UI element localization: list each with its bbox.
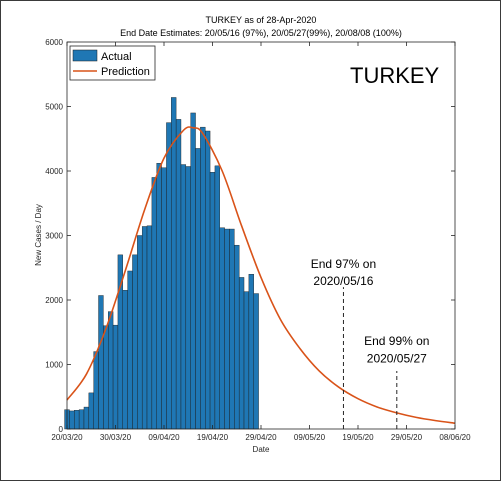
bar: [141, 226, 148, 430]
bar: [214, 165, 220, 430]
chart-subtitle: End Date Estimates: 20/05/16 (97%), 20/0…: [120, 28, 402, 38]
x-axis-label: Date: [253, 445, 270, 454]
bar: [108, 311, 114, 430]
y-tick-label: 0: [59, 425, 64, 434]
end-estimate-label: 2020/05/27: [367, 352, 427, 366]
y-tick-label: 5000: [45, 103, 63, 112]
bar: [88, 392, 94, 430]
y-tick-label: 1000: [45, 361, 63, 370]
chart-title: TURKEY as of 28-Apr-2020: [206, 15, 317, 25]
bar: [137, 235, 143, 430]
x-tick-label: 09/04/20: [148, 433, 180, 442]
bar: [83, 406, 90, 430]
bar: [112, 324, 119, 430]
bar: [74, 410, 80, 430]
y-tick-label: 4000: [45, 167, 63, 176]
bar: [98, 295, 104, 430]
end-estimate-label: 2020/05/16: [313, 274, 373, 288]
x-tick-label: 08/06/20: [439, 433, 471, 442]
x-tick-label: 19/04/20: [197, 433, 229, 442]
bar: [69, 410, 75, 430]
annotations-group: End 97% on 2020/05/16 End 99% on 2020/05/27: [311, 257, 429, 429]
bar: [238, 277, 245, 430]
bar: [103, 325, 109, 430]
x-tick-label: 20/03/20: [51, 433, 83, 442]
bar: [248, 274, 254, 430]
legend-actual-label: Actual: [101, 51, 132, 63]
country-label: TURKEY: [350, 63, 440, 88]
bar: [224, 228, 230, 430]
bar: [195, 148, 201, 430]
y-axis-label: New Cases / Day: [34, 204, 43, 266]
bar: [151, 177, 157, 430]
bar: [229, 228, 235, 430]
bar: [180, 164, 187, 430]
y-tick-label: 2000: [45, 296, 63, 305]
x-ticks: 20/03/20 30/03/20 09/04/20 19/04/20 29/04/20…: [51, 42, 471, 442]
bar: [78, 409, 85, 430]
bar: [190, 112, 196, 430]
legend: Actual Prediction: [69, 45, 156, 81]
bar: [166, 122, 172, 430]
bar: [200, 126, 206, 430]
bar: [127, 270, 133, 430]
x-tick-label: 19/05/20: [342, 433, 374, 442]
bar: [161, 167, 167, 430]
x-tick-label: 09/05/20: [294, 433, 326, 442]
bar: [171, 97, 177, 430]
y-tick-label: 6000: [45, 38, 63, 47]
legend-prediction-label: Prediction: [101, 66, 150, 78]
bar: [185, 166, 191, 430]
bars-group: [64, 97, 259, 430]
prediction-line: [66, 126, 456, 424]
bar: [253, 293, 259, 430]
x-tick-label: 30/03/20: [100, 433, 132, 442]
bar: [209, 172, 216, 430]
bar: [132, 254, 138, 430]
bar: [122, 290, 128, 430]
bar: [219, 227, 225, 430]
bar: [234, 244, 240, 430]
end-estimate-label: End 99% on: [364, 334, 429, 348]
bar: [156, 163, 162, 430]
legend-actual-swatch: [72, 49, 98, 62]
y-tick-label: 3000: [45, 232, 63, 241]
bar: [93, 351, 99, 430]
bar: [146, 225, 153, 430]
x-tick-label: 29/05/20: [391, 433, 423, 442]
bar: [205, 130, 211, 430]
bar: [175, 119, 182, 430]
bar: [243, 291, 250, 430]
end-estimate-label: End 97% on: [311, 257, 376, 271]
x-tick-label: 29/04/20: [245, 433, 277, 442]
y-ticks: 0 1000 2000 3000 4000 5000 6000: [45, 38, 455, 434]
